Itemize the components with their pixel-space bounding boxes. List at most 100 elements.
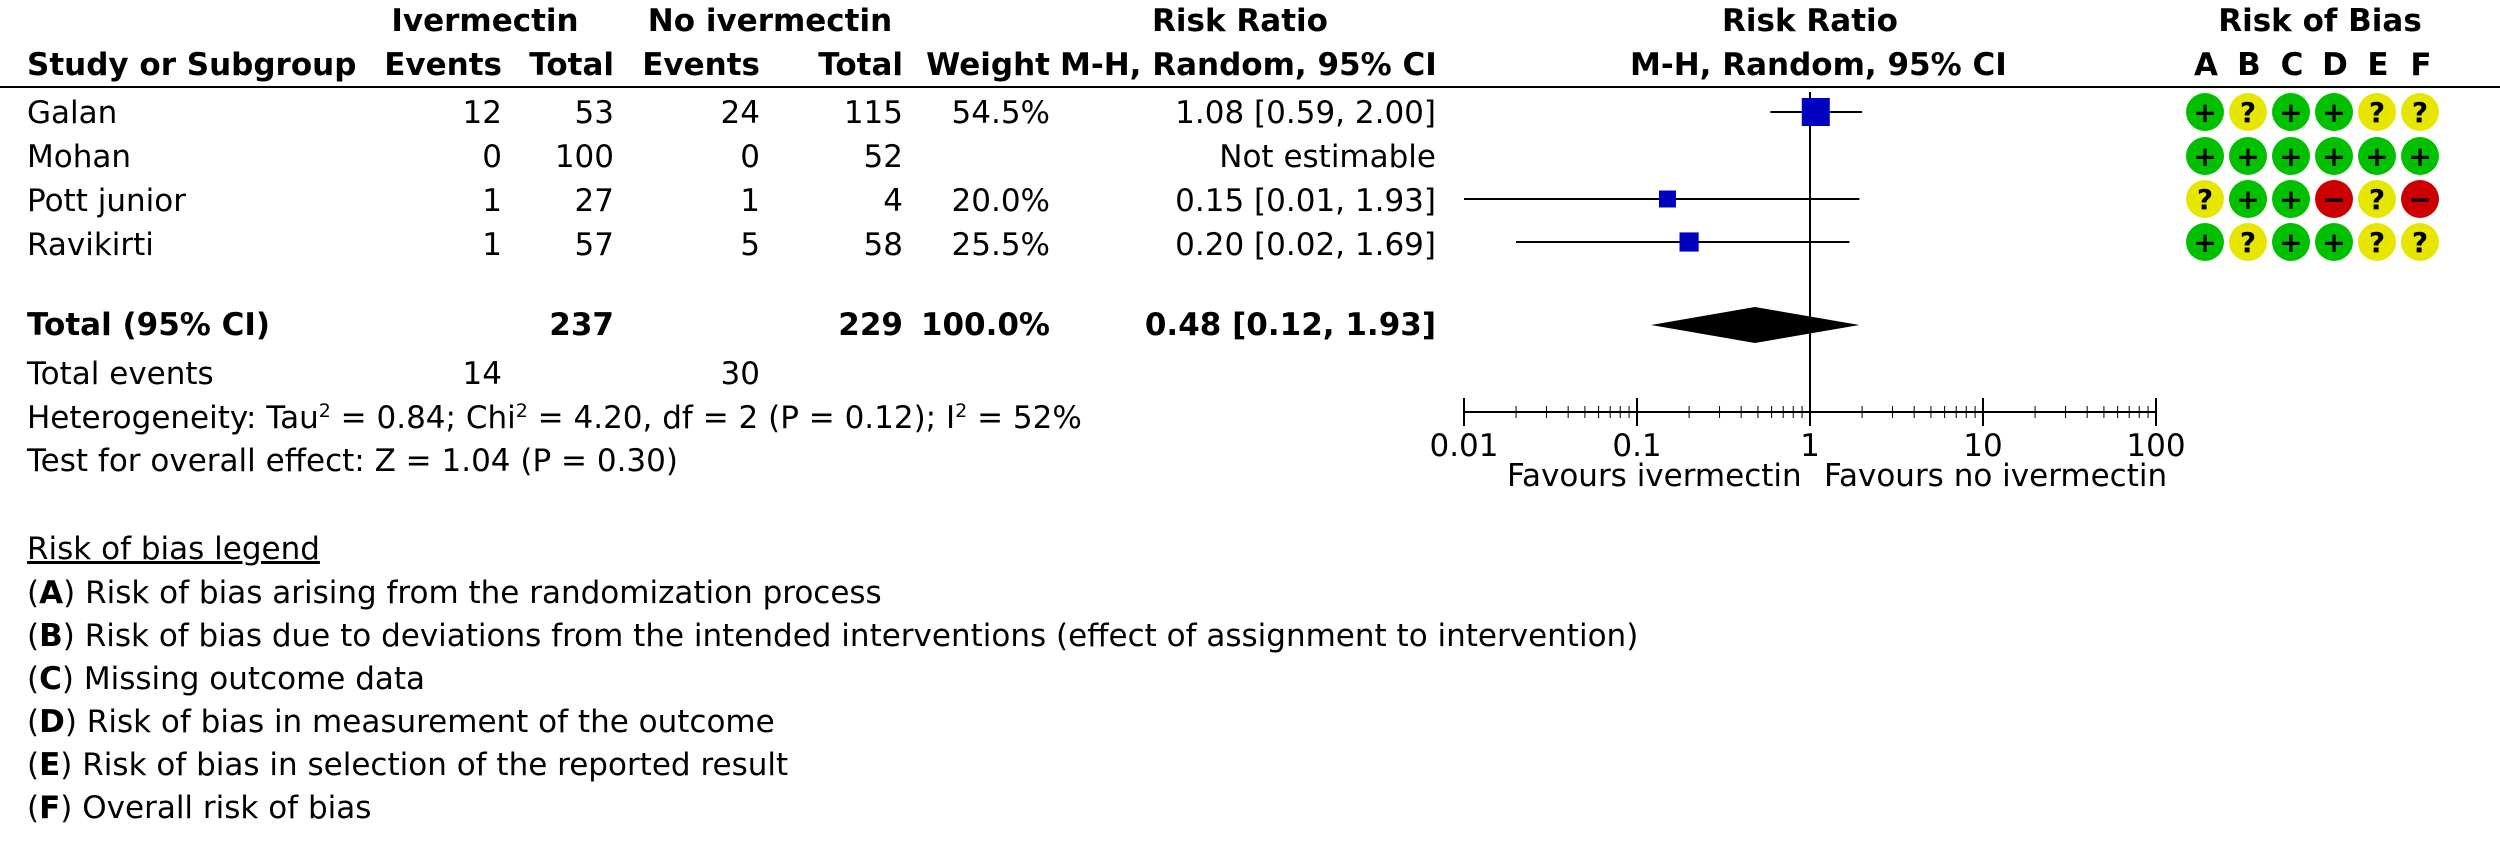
study-name: Mohan: [27, 139, 132, 175]
plot-method-header: M-H, Random, 95% CI: [1630, 47, 2007, 83]
study-name: Galan: [27, 95, 118, 131]
total-total2: 229: [838, 307, 903, 343]
events1-header: Events: [384, 47, 502, 83]
rob-circle: [2186, 137, 2224, 175]
rob-circle: [2272, 223, 2310, 261]
rob-circle: [2358, 93, 2396, 131]
rob-symbol: ?: [2369, 96, 2385, 129]
rob-symbol: ?: [2412, 226, 2428, 259]
total2-header: Total: [818, 47, 903, 83]
study-events1: 0: [482, 139, 502, 175]
rob-symbol: +: [2193, 140, 2216, 173]
rob-circle: [2401, 93, 2439, 131]
study-weight: 25.5%: [951, 227, 1050, 263]
rob-circle: [2315, 180, 2353, 218]
rob-symbol: +: [2279, 140, 2302, 173]
legend-title: Risk of bias legend: [27, 531, 320, 567]
rob-symbol: +: [2236, 140, 2259, 173]
legend-item: (E) Risk of bias in selection of the rep…: [27, 747, 789, 783]
total1-header: Total: [529, 47, 614, 83]
study-events2: 0: [740, 139, 760, 175]
study-weight: 20.0%: [951, 183, 1050, 219]
study-total1: 100: [554, 139, 614, 175]
rob-circle: [2272, 93, 2310, 131]
study-ci-text: Not estimable: [1219, 139, 1436, 175]
rob-circle: [2229, 223, 2267, 261]
rob-circle: [2315, 93, 2353, 131]
rob-symbol: ?: [2240, 226, 2256, 259]
total-label: Total (95% CI): [27, 307, 271, 343]
rob-symbol: ?: [2369, 183, 2385, 216]
total-events2: 30: [720, 356, 760, 392]
rob-symbol: ?: [2412, 96, 2428, 129]
study-ci-text: 1.08 [0.59, 2.00]: [1175, 95, 1436, 131]
rob-circle: [2186, 93, 2224, 131]
study-name: Pott junior: [27, 183, 186, 219]
rob-letter-f: F: [2410, 47, 2432, 83]
study-marker: [1658, 190, 1676, 208]
study-weight: 54.5%: [951, 95, 1050, 131]
rob-letter-a: A: [2194, 47, 2218, 83]
total-ci-text: 0.48 [0.12, 1.93]: [1144, 307, 1436, 343]
rob-letter-d: D: [2322, 47, 2348, 83]
rob-letter-b: B: [2237, 47, 2261, 83]
overall-effect-text: Test for overall effect: Z = 1.04 (P = 0…: [27, 443, 678, 479]
study-events1: 1: [482, 183, 502, 219]
rob-circle: [2401, 180, 2439, 218]
study-ci-text: 0.20 [0.02, 1.69]: [1175, 227, 1436, 263]
study-total1: 57: [574, 227, 614, 263]
rob-symbol: +: [2193, 96, 2216, 129]
study-events1: 1: [482, 227, 502, 263]
rob-letter-e: E: [2367, 47, 2389, 83]
x-tick-label: 100: [2126, 428, 2185, 464]
rob-symbol: ?: [2240, 96, 2256, 129]
study-total1: 53: [574, 95, 614, 131]
study-marker: [1679, 232, 1699, 252]
group1-header: Ivermectin: [391, 3, 579, 39]
study-total2: 58: [863, 227, 903, 263]
study-events2: 24: [720, 95, 760, 131]
rr-method-header: M-H, Random, 95% CI: [1060, 47, 1437, 83]
legend-item: (C) Missing outcome data: [27, 661, 426, 697]
plot-title: Risk Ratio: [1722, 3, 1898, 39]
rob-symbol: +: [2279, 226, 2302, 259]
rob-symbol: +: [2193, 226, 2216, 259]
legend-item: (D) Risk of bias in measurement of the o…: [27, 704, 775, 740]
x-tick-label: 0.01: [1429, 428, 1498, 464]
rob-circle: [2229, 93, 2267, 131]
favours-left-label: Favours ivermectin: [1507, 458, 1802, 494]
rr-title: Risk Ratio: [1152, 3, 1328, 39]
rob-symbol: +: [2279, 183, 2302, 216]
rob-symbol: +: [2279, 96, 2302, 129]
rob-circle: [2315, 137, 2353, 175]
rob-symbol: +: [2322, 226, 2345, 259]
heterogeneity-text: Heterogeneity: Tau2 = 0.84; Chi2 = 4.20,…: [27, 400, 1082, 436]
rob-circle: [2229, 180, 2267, 218]
study-events2: 5: [740, 227, 760, 263]
legend-item: (F) Overall risk of bias: [27, 790, 372, 826]
rob-symbol: +: [2365, 140, 2388, 173]
rob-circle: [2315, 223, 2353, 261]
events2-header: Events: [642, 47, 760, 83]
legend-item: (B) Risk of bias due to deviations from …: [27, 618, 1639, 654]
rob-symbol: ?: [2197, 183, 2213, 216]
weight-header: Weight: [926, 47, 1050, 83]
rob-letter-c: C: [2280, 47, 2304, 83]
study-marker: [1801, 98, 1830, 126]
study-total2: 4: [883, 183, 903, 219]
rob-circle: [2186, 180, 2224, 218]
rob-circle: [2401, 137, 2439, 175]
total-events1: 14: [462, 356, 502, 392]
total-total1: 237: [549, 307, 614, 343]
rob-symbol: −: [2408, 183, 2431, 216]
rob-circle: [2186, 223, 2224, 261]
x-tick-label: 10: [1963, 428, 2002, 464]
x-tick-label: 1: [1800, 428, 1820, 464]
study-total2: 115: [843, 95, 903, 131]
rob-circle: [2358, 137, 2396, 175]
study-col-header: Study or Subgroup: [27, 47, 357, 83]
rob-circle: [2401, 223, 2439, 261]
pooled-diamond: [1650, 307, 1860, 343]
rob-title: Risk of Bias: [2218, 3, 2422, 39]
